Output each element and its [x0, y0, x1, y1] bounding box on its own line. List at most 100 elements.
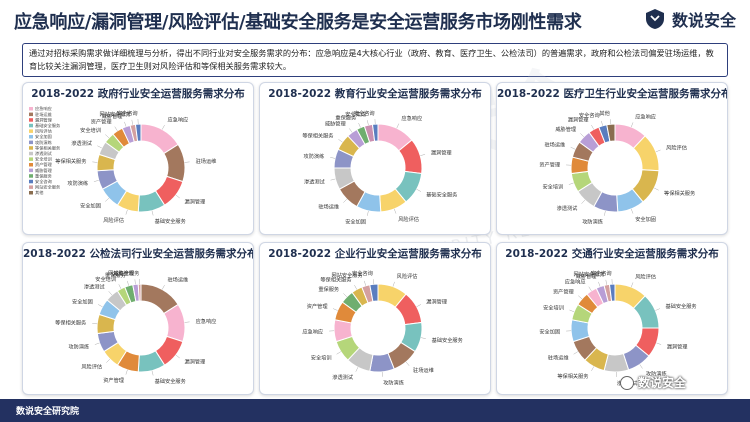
- legend-swatch: [29, 179, 33, 184]
- slice-label: 安全加固: [345, 217, 366, 225]
- leader-line: [420, 337, 426, 339]
- leader-line: [131, 119, 133, 125]
- slice-label: 安全咨询: [579, 111, 600, 119]
- legend-label: 威胁管理: [35, 167, 53, 174]
- leader-line: [330, 178, 336, 181]
- slice-label: 驻场运维: [196, 157, 217, 165]
- slice-label: 威胁管理: [102, 112, 124, 120]
- slice-label: 资产管理: [539, 160, 561, 168]
- legend-swatch: [29, 118, 33, 122]
- leader-line: [343, 198, 348, 203]
- leader-line: [97, 304, 103, 307]
- slice-label: 基础安全服务: [426, 190, 457, 198]
- chart-panel-government: 2018-2022 政府行业安全运营服务需求分布 应急响应 驻场运维 漏洞管理 基础安…: [22, 82, 254, 235]
- slice-label: 安全培训: [80, 126, 101, 134]
- legend-swatch: [29, 129, 33, 133]
- legend-label: 应急响应: [35, 105, 52, 112]
- slice-label: 安全培训: [543, 304, 564, 312]
- slice-label: 重保服务: [105, 271, 126, 279]
- leader-line: [396, 123, 400, 129]
- legend-label: 风险评估: [35, 128, 52, 135]
- chart-title: 2018-2022 医疗卫生行业安全运营服务需求分布: [497, 88, 728, 100]
- legend-swatch: [29, 191, 33, 195]
- slice-label: 应急响应: [565, 277, 586, 285]
- slice-label: 漏洞管理: [568, 116, 590, 124]
- leader-line: [367, 210, 369, 216]
- legend-label: 漏洞管理: [35, 116, 53, 123]
- slice-label: 资产管理: [91, 117, 113, 125]
- footer-bar: 数说安全研究院: [0, 399, 750, 422]
- leader-line: [591, 124, 594, 130]
- leader-line: [134, 279, 136, 285]
- leader-line: [588, 286, 592, 291]
- leader-line: [127, 280, 129, 286]
- leader-line: [92, 161, 98, 163]
- legend-swatch: [29, 151, 33, 156]
- slice-label: 应急响应: [196, 317, 217, 325]
- slice-label: 资产管理: [307, 302, 329, 310]
- slice-label: 安全咨询: [352, 269, 373, 277]
- donut-slice: [371, 123, 379, 142]
- legend-swatch: [29, 174, 33, 178]
- leader-line: [580, 133, 585, 138]
- leader-line: [162, 124, 165, 130]
- leader-line: [654, 187, 659, 191]
- leader-line: [655, 308, 661, 311]
- chart-panel-justice: 2018-2022 公检法司行业安全运营服务需求分布 驻场运维 应急响应 漏洞管理基…: [22, 242, 254, 395]
- slice-label: 风险评估: [666, 144, 687, 152]
- chart-panel-transport: 2018-2022 交通行业安全运营服务需求分布 风险评估 基础安全服务 漏洞管理攻…: [496, 242, 728, 395]
- slice-label: 网站安全服务: [100, 110, 131, 118]
- slice-label: 威胁管理: [576, 272, 598, 280]
- leader-line: [162, 284, 165, 290]
- leader-line: [631, 282, 634, 288]
- leader-line: [655, 149, 661, 152]
- badge-text: 数说安全: [638, 376, 687, 390]
- leader-line: [601, 120, 603, 126]
- slice-label: 渗透测试: [332, 373, 354, 381]
- leader-line: [175, 354, 180, 359]
- donut-slice: [369, 283, 379, 303]
- donut-chart-transport: 风险评估基础安全服务漏洞管理攻防演练渗透测试等保相关服务驻场运维安全加固安全培训…: [539, 269, 696, 387]
- leader-line: [106, 358, 111, 363]
- donut-slice: [134, 123, 142, 142]
- chart-title: 2018-2022 交通行业安全运营服务需求分布: [505, 248, 719, 260]
- slice-label: 安全培训: [542, 182, 563, 190]
- leader-line: [569, 309, 575, 312]
- slice-label: 应急响应: [401, 114, 422, 122]
- slice-label: 安全培训: [311, 353, 332, 361]
- leader-line: [330, 157, 336, 159]
- slice-label: 应急响应: [635, 113, 656, 121]
- slice-label: 风险评估: [397, 272, 418, 280]
- slice-label: 驻场运维: [544, 140, 565, 148]
- chart-panel-enterprise: 2018-2022 企业行业安全运营服务需求分布 风险评估 漏洞管理 基础安全服务驻…: [259, 242, 491, 395]
- slice-label: 网站安全服务: [108, 269, 139, 277]
- leader-line: [355, 367, 359, 372]
- chart-title: 2018-2022 政府行业安全运营服务需求分布: [31, 88, 245, 100]
- slice-label: 渗透测试: [71, 139, 93, 147]
- legend-label: 安全培训: [35, 156, 52, 163]
- slice-label: 渗透测试: [84, 283, 106, 291]
- leader-line: [354, 284, 357, 290]
- slice-label: 威胁管理: [325, 119, 347, 127]
- slice-label: 网站安全服务: [574, 270, 605, 278]
- slice-label: 威胁管理: [555, 125, 577, 133]
- leader-line: [105, 134, 110, 139]
- leader-line: [364, 280, 366, 286]
- leader-line: [367, 120, 369, 126]
- leader-line: [581, 199, 586, 204]
- slice-label: 安全培训: [95, 275, 116, 283]
- leader-line: [332, 308, 338, 311]
- slice-label: 基础安全服务: [665, 302, 696, 310]
- legend-swatch: [29, 163, 33, 167]
- leader-line: [124, 121, 127, 127]
- slice-label: 驻场运维: [413, 366, 434, 374]
- leader-line: [125, 369, 128, 375]
- slice-label: 应急响应: [167, 116, 188, 124]
- slice-label: 等保相关服务: [320, 276, 351, 284]
- legend-swatch: [29, 140, 33, 145]
- legend-swatch: [29, 146, 33, 150]
- leader-line: [97, 145, 102, 149]
- shield-logo-icon: [645, 9, 664, 29]
